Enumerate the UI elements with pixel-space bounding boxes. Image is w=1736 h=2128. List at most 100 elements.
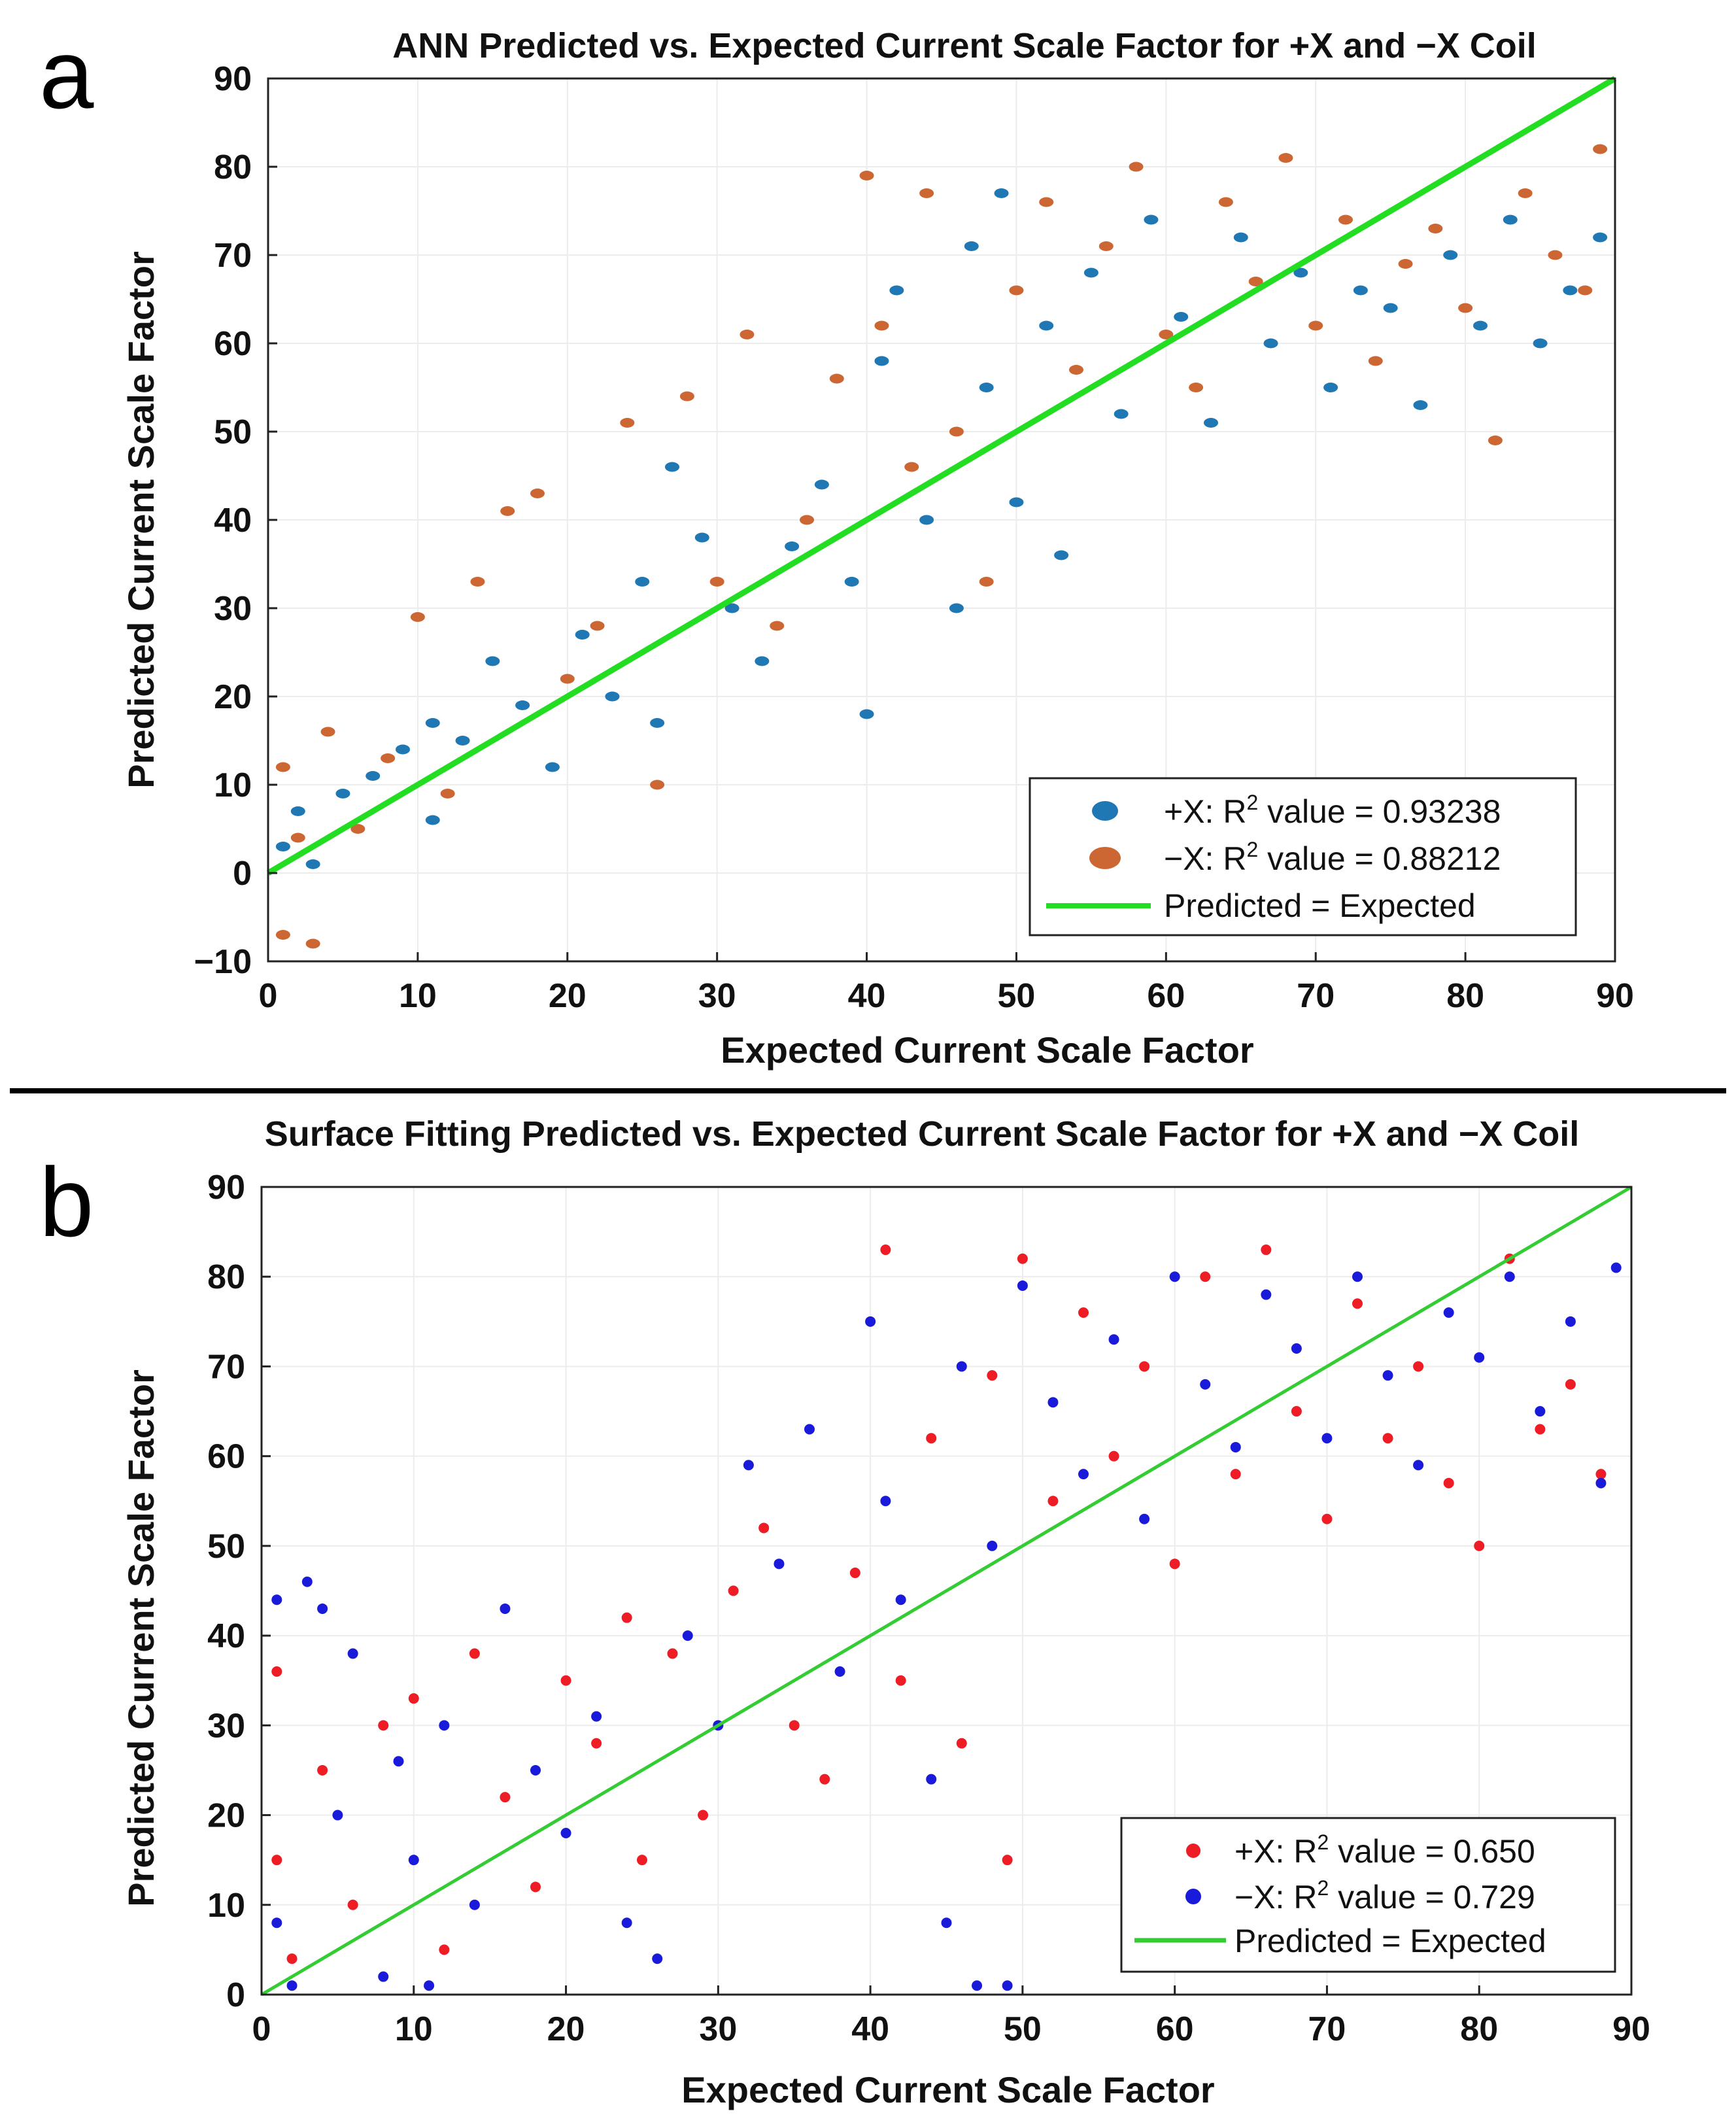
data-point-minus-x-a (1338, 215, 1353, 225)
data-point-minus-x-b (1504, 1271, 1515, 1282)
panel-letter-a: a (39, 19, 94, 129)
data-point-minus-x-b (500, 1603, 511, 1614)
data-point-minus-x-b (1382, 1370, 1393, 1381)
data-point-minus-x-b (408, 1855, 419, 1866)
data-point-minus-x-a (919, 188, 934, 198)
data-point-minus-x-b (1565, 1316, 1576, 1327)
data-point-plus-x-a (755, 656, 770, 666)
data-point-minus-x-b (439, 1720, 450, 1731)
data-point-minus-x-a (590, 621, 605, 631)
data-point-plus-x-a (1593, 232, 1608, 243)
data-point-plus-x-b (1535, 1424, 1546, 1435)
data-point-minus-x-a (979, 577, 994, 587)
data-point-minus-x-b (1139, 1513, 1150, 1524)
legend-marker-minus-x-a (1089, 847, 1121, 869)
data-point-plus-x-b (728, 1585, 739, 1596)
data-point-minus-x-b (301, 1576, 313, 1587)
data-point-minus-x-a (275, 930, 290, 940)
data-point-minus-x-b (332, 1810, 343, 1821)
data-point-plus-x-b (1595, 1469, 1607, 1480)
data-point-plus-x-a (366, 771, 381, 781)
data-point-plus-x-a (455, 736, 470, 746)
data-point-minus-x-a (320, 727, 335, 737)
data-point-plus-x-b (1078, 1307, 1089, 1318)
data-point-minus-x-a (1069, 365, 1083, 375)
y-tick-label-b: 60 (207, 1438, 245, 1476)
data-point-minus-x-b (682, 1630, 693, 1641)
data-point-minus-x-a (1578, 285, 1593, 296)
data-point-plus-x-a (979, 383, 994, 392)
data-point-plus-x-b (956, 1738, 967, 1749)
y-tick-label-b: 10 (207, 1887, 245, 1925)
data-point-minus-x-b (378, 1971, 389, 1982)
x-tick-label-b: 10 (395, 2010, 433, 2048)
data-point-plus-x-a (1323, 383, 1338, 392)
data-point-minus-x-a (874, 320, 889, 331)
data-point-minus-x-a (305, 938, 320, 949)
x-tick-label-a: 20 (549, 977, 587, 1015)
y-axis-label-b: Predicted Current Scale Factor (120, 1369, 162, 1907)
y-tick-label-a: 60 (214, 325, 252, 363)
x-tick-label-b: 50 (1004, 2010, 1042, 2048)
legend-b: +X: R2 value = 0.650 −X: R2 value = 0.72… (1120, 1817, 1616, 1973)
data-point-plus-x-b (621, 1612, 632, 1623)
data-point-plus-x-a (650, 718, 665, 728)
legend-value-plus-x-b: value = 0.650 (1329, 1833, 1535, 1870)
data-point-minus-x-a (1428, 224, 1443, 233)
y-tick-label-b: 70 (207, 1348, 245, 1386)
data-point-plus-x-a (1383, 303, 1398, 313)
data-point-plus-x-b (271, 1666, 282, 1677)
data-point-minus-x-a (679, 391, 694, 402)
data-point-minus-x-b (941, 1917, 952, 1929)
data-point-minus-x-a (290, 832, 305, 843)
data-point-plus-x-a (889, 285, 904, 296)
x-tick-label-b: 60 (1156, 2010, 1194, 2048)
data-point-minus-x-b (424, 1980, 435, 1991)
data-point-minus-x-a (1129, 162, 1144, 172)
data-point-minus-x-b (1017, 1280, 1028, 1291)
data-point-minus-x-b (1169, 1271, 1180, 1282)
data-point-minus-x-b (1230, 1441, 1241, 1452)
data-points-a (275, 144, 1608, 949)
data-point-minus-x-a (560, 674, 575, 684)
data-point-plus-x-b (698, 1810, 709, 1821)
data-point-minus-x-b (956, 1361, 967, 1372)
data-point-minus-x-b (1291, 1343, 1302, 1354)
data-point-plus-x-a (964, 241, 979, 251)
data-point-minus-x-a (381, 753, 396, 763)
data-point-minus-x-b (743, 1460, 754, 1471)
data-point-minus-x-a (1593, 144, 1608, 154)
data-point-minus-x-a (1488, 436, 1503, 445)
data-point-plus-x-b (1002, 1855, 1013, 1866)
data-point-minus-x-b (1047, 1397, 1059, 1408)
data-point-plus-x-b (1200, 1271, 1211, 1282)
data-point-minus-x-b (1535, 1406, 1546, 1417)
data-point-plus-x-b (378, 1720, 389, 1731)
data-point-plus-x-a (425, 718, 440, 728)
data-point-minus-x-a (350, 824, 366, 834)
x-tick-label-b: 20 (547, 2010, 585, 2048)
data-point-plus-x-b (1017, 1253, 1028, 1264)
legend-marker-minus-x-b (1185, 1889, 1201, 1904)
data-point-plus-x-b (1382, 1433, 1393, 1444)
x-tick-label-a: 40 (848, 977, 886, 1015)
data-point-plus-x-b (591, 1738, 602, 1749)
data-point-minus-x-a (1308, 320, 1323, 331)
legend-entry-identity-b: Predicted = Expected (1234, 1923, 1546, 1959)
legend-entry-minus-x-a: −X: R2 value = 0.88212 (1164, 838, 1501, 877)
data-point-minus-x-a (620, 418, 635, 428)
y-tick-label-a: 70 (214, 237, 252, 275)
legend-entry-plus-x-a: +X: R2 value = 0.93238 (1164, 791, 1501, 830)
data-point-minus-x-b (1595, 1477, 1607, 1488)
data-point-minus-x-b (804, 1424, 815, 1435)
y-axis-label-a: Predicted Current Scale Factor (120, 251, 162, 789)
data-point-plus-x-a (1233, 232, 1248, 243)
data-point-minus-x-a (1278, 153, 1293, 163)
data-point-plus-x-b (1139, 1361, 1150, 1372)
data-point-minus-x-a (410, 612, 425, 622)
legend-a: +X: R2 value = 0.93238 −X: R2 value = 0.… (1029, 777, 1577, 936)
legend-box-a (1029, 777, 1577, 936)
x-tick-label-a: 50 (998, 977, 1036, 1015)
data-point-minus-x-a (1159, 330, 1174, 339)
y-tick-label-b: 80 (207, 1258, 245, 1296)
